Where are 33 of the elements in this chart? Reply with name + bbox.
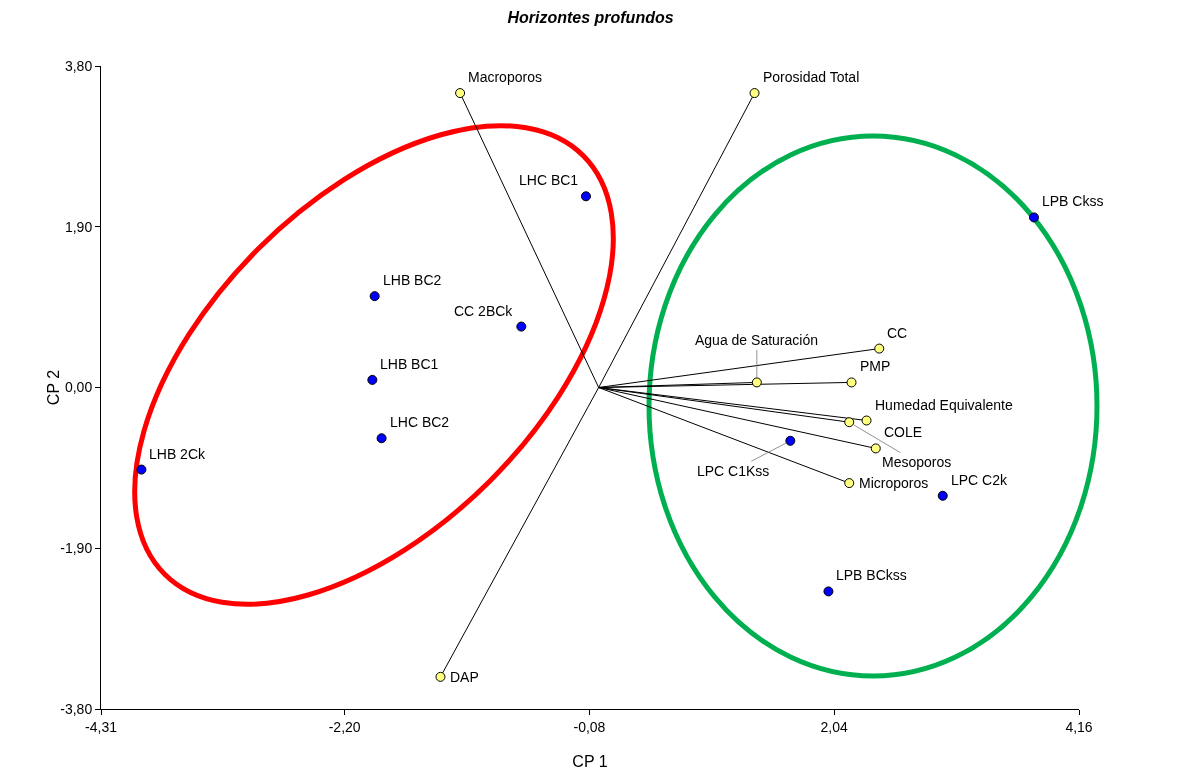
x-tick-label: -2,20 <box>328 718 361 735</box>
annotation: LPC C2k <box>951 472 1009 488</box>
y-axis-title: CP 2 <box>45 369 62 406</box>
annotation: Microporos <box>859 475 929 491</box>
annotation: Mesoporos <box>882 454 952 470</box>
y-tick-label: -1,90 <box>60 540 93 557</box>
annotation: Porosidad Total <box>763 69 860 85</box>
y-tick-label: 0,00 <box>64 379 93 396</box>
annotation: LHB BC2 <box>383 272 442 288</box>
annotation: LHC BC2 <box>390 414 450 430</box>
annotation: Agua de Saturación <box>695 332 818 348</box>
annotation: LPB BCkss <box>836 567 907 583</box>
annotation: LHB BC1 <box>380 356 439 372</box>
x-tick-label: -0,08 <box>573 718 606 735</box>
annotation: COLE <box>884 424 923 440</box>
annotation: Macroporos <box>468 69 542 85</box>
chart-title: Horizontes profundos <box>507 8 674 26</box>
y-tick-label: 3,80 <box>64 57 93 74</box>
x-tick-label: -4,31 <box>85 718 118 735</box>
annotation: PMP <box>860 358 891 374</box>
annotation: LPC C1Kss <box>697 463 770 479</box>
annotation: LPB Ckss <box>1042 193 1104 209</box>
annotation: Humedad Equivalente <box>875 397 1013 413</box>
y-tick-label: -3,80 <box>60 700 93 717</box>
annotation: LHC BC1 <box>519 172 579 188</box>
annotation: DAP <box>450 669 479 685</box>
annotation: CC 2BCk <box>454 303 514 319</box>
x-tick-label: 2,04 <box>820 718 849 735</box>
annotation: CC <box>887 325 908 341</box>
x-tick-label: 4,16 <box>1065 718 1093 735</box>
annotation: LHB 2Ck <box>149 446 207 462</box>
y-tick-label: 1,90 <box>64 218 93 235</box>
x-axis-title: CP 1 <box>572 753 608 770</box>
